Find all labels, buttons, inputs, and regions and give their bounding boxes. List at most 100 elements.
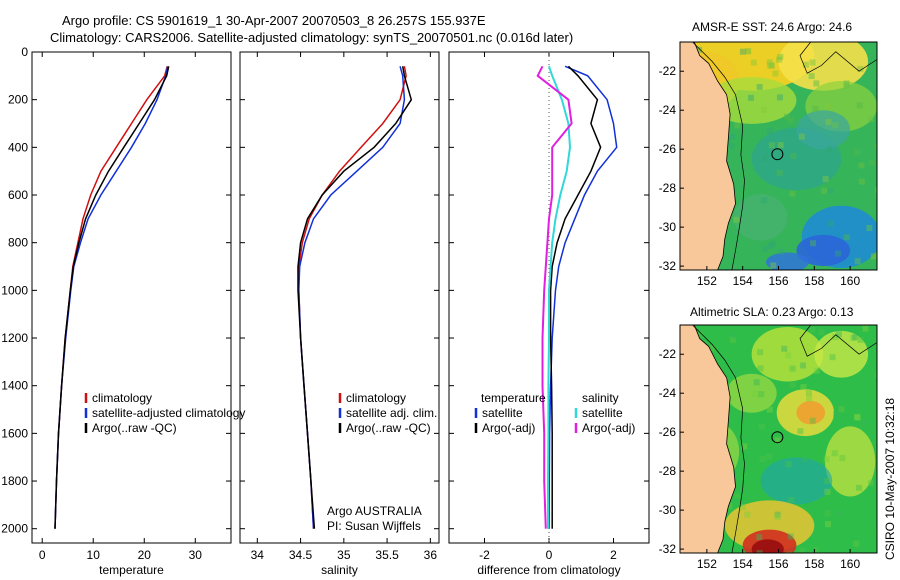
- field-cell: [833, 411, 840, 418]
- temperature-panel-xlabel: temperature: [99, 563, 164, 577]
- x-tick-label: 0: [39, 548, 46, 562]
- field-cell: [873, 479, 877, 486]
- field-cell: [874, 143, 877, 150]
- field-cell: [768, 142, 775, 149]
- field-cell: [745, 48, 752, 55]
- land-australia: [680, 42, 736, 270]
- field-cell: [809, 327, 816, 334]
- y-tick-label: -24: [659, 386, 677, 400]
- field-cell: [854, 414, 861, 421]
- field-cell: [789, 190, 796, 197]
- field-cell: [806, 395, 813, 402]
- field-cell: [831, 450, 838, 457]
- field-cell: [823, 456, 830, 463]
- temperature-panel: 0 10 20 30 0 200 400 600 800 1000 1200 1400 1600 1800…: [1, 45, 232, 577]
- field-cell: [696, 46, 703, 53]
- field-cell: [832, 334, 839, 341]
- y-tick-label: -22: [659, 347, 677, 361]
- field-cell: [756, 83, 763, 90]
- field-cell: [769, 240, 776, 247]
- x-tick-label: 152: [697, 274, 717, 288]
- field-cell: [868, 116, 875, 123]
- field-cell: [824, 477, 831, 484]
- diff-legend-temp-label: satellite: [482, 406, 523, 420]
- temperature-legend-label: climatology: [92, 391, 152, 405]
- field-cell: [731, 332, 738, 339]
- difference-panel-xlabel: difference from climatology: [477, 563, 620, 577]
- salinity-annotation: Argo AUSTRALIA: [327, 504, 422, 518]
- y-tick-label: -32: [659, 542, 677, 556]
- field-cell: [799, 547, 806, 553]
- x-tick-label: 30: [189, 548, 203, 562]
- field-cell: [790, 153, 797, 160]
- x-tick-label: 152: [697, 557, 717, 571]
- field-cell: [781, 345, 788, 352]
- field-cell: [768, 62, 775, 69]
- field-cell: [776, 56, 783, 63]
- field-cell: [826, 146, 833, 153]
- field-patch: [778, 42, 869, 91]
- field-cell: [783, 113, 790, 120]
- field-cell: [774, 513, 781, 520]
- field-cell: [867, 479, 874, 486]
- field-cell: [812, 106, 819, 113]
- y-tick-label: 1600: [1, 426, 28, 440]
- x-tick-label: 2: [610, 548, 617, 562]
- field-cell: [821, 187, 828, 194]
- sla-map: 152 154 156 158 160 -22 -24 -26 -28 -30 -32: [659, 324, 878, 571]
- field-cell: [747, 94, 754, 101]
- field-cell: [767, 243, 774, 250]
- field-cell: [766, 406, 773, 413]
- field-cell: [774, 511, 781, 518]
- y-tick-label: -28: [659, 181, 677, 195]
- field-cell: [708, 345, 715, 352]
- field-cell: [761, 197, 768, 204]
- y-tick-label: -26: [659, 142, 677, 156]
- field-cell: [809, 417, 816, 424]
- field-cell: [839, 455, 846, 462]
- land-australia: [680, 325, 736, 553]
- field-cell: [766, 59, 773, 66]
- field-cell: [728, 143, 735, 150]
- sst-map-field: [680, 42, 877, 270]
- field-cell: [789, 365, 796, 372]
- field-cell: [739, 48, 746, 55]
- field-cell: [853, 413, 860, 420]
- field-cell: [857, 336, 864, 343]
- field-cell: [827, 220, 834, 227]
- field-cell: [874, 372, 877, 379]
- depth-contour: [692, 42, 745, 270]
- field-cell: [766, 62, 773, 69]
- argo-float-marker: [771, 148, 784, 161]
- series-line: [297, 66, 413, 529]
- field-cell: [835, 250, 842, 257]
- field-patch: [760, 457, 833, 505]
- y-tick-label: 1000: [1, 283, 28, 297]
- sst-map-title: AMSR-E SST: 24.6 Argo: 24.6: [692, 20, 853, 34]
- y-tick-label: 1400: [1, 379, 28, 393]
- field-cell: [875, 192, 877, 199]
- field-cell: [824, 510, 831, 517]
- field-cell: [778, 248, 785, 255]
- field-cell: [777, 142, 784, 149]
- field-cell: [729, 336, 736, 343]
- field-cell: [857, 65, 864, 72]
- field-cell: [766, 128, 773, 135]
- field-cell: [854, 149, 861, 156]
- field-cell: [809, 59, 816, 66]
- field-patch: [796, 401, 826, 425]
- field-cell: [801, 456, 808, 463]
- diff-legend-temp-label: Argo(-adj): [482, 421, 535, 435]
- x-tick-label: 156: [768, 557, 788, 571]
- field-cell: [772, 70, 779, 77]
- y-tick-label: 1200: [1, 331, 28, 345]
- x-tick-label: 160: [840, 274, 860, 288]
- field-cell: [760, 106, 767, 113]
- figure-title-line2: Climatology: CARS2006. Satellite-adjuste…: [50, 30, 574, 45]
- salinity-annotation: PI: Susan Wijffels: [327, 519, 421, 533]
- field-cell: [756, 550, 763, 553]
- x-tick-label: 35.5: [375, 548, 399, 562]
- y-tick-label: -26: [659, 425, 677, 439]
- field-cell: [822, 176, 829, 183]
- field-cell: [825, 521, 832, 528]
